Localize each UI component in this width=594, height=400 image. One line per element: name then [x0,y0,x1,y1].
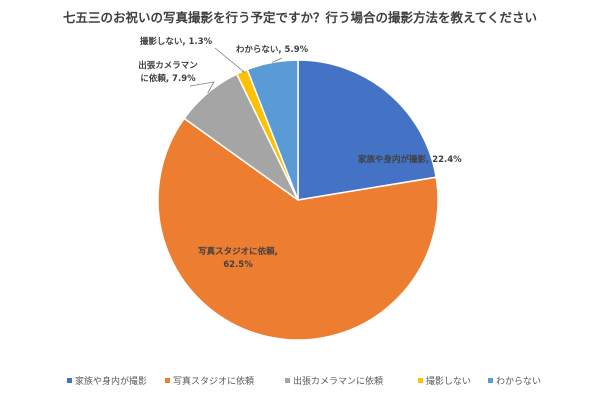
legend-swatch-no-photo [418,378,423,383]
pie-slice-studio [157,117,439,341]
legend-item-unknown: わからない [488,376,541,387]
legend-label-studio: 写真スタジオに依頼 [173,375,254,387]
legend-label-unknown: わからない [496,376,541,387]
chart-title: 七五三のお祝いの写真撮影を行う予定ですか？行う場合の撮影方法を教えてください [63,10,537,25]
pie-slice-family [297,59,438,201]
legend-swatch-family [67,378,72,383]
data-label-unknown: わからない, 5.9% [236,45,309,55]
leader-lines [189,47,283,94]
data-label-no-photo: 撮影しない, 1.3% [140,36,213,47]
legend-item-family: 家族や身内が撮影 [67,375,147,387]
legend-item-no-photo: 撮影しない [418,375,471,387]
pie-slice-unknown [246,59,299,201]
legend-swatch-studio [165,378,170,383]
legend-swatch-cameraman [285,378,290,383]
legend-swatch-unknown [488,378,493,383]
legend-label-no-photo: 撮影しない [426,375,471,387]
pie-slices [157,59,439,341]
leader-line-unknown [272,57,283,63]
data-label-cameraman: 出張カメラマンに依頼, 7.9% [138,60,198,84]
leader-line-cameraman [189,81,215,94]
data-label-studio: 写真スタジオに依頼, 62.5% [198,246,278,270]
legend-label-cameraman: 出張カメラマンに依頼 [293,375,383,387]
legend: 家族や身内が撮影 写真スタジオに依頼 出張カメラマンに依頼 撮影しない わからない [67,375,541,387]
data-label-family: 家族や身内が撮影, 22.4% [358,154,462,165]
legend-item-cameraman: 出張カメラマンに依頼 [285,375,383,387]
legend-label-family: 家族や身内が撮影 [75,375,147,387]
data-labels: 家族や身内が撮影, 22.4% 写真スタジオに依頼, 62.5% 出張カメラマンに依頼… [138,36,462,270]
legend-item-studio: 写真スタジオに依頼 [165,375,254,387]
leader-line-no-photo [214,47,246,73]
